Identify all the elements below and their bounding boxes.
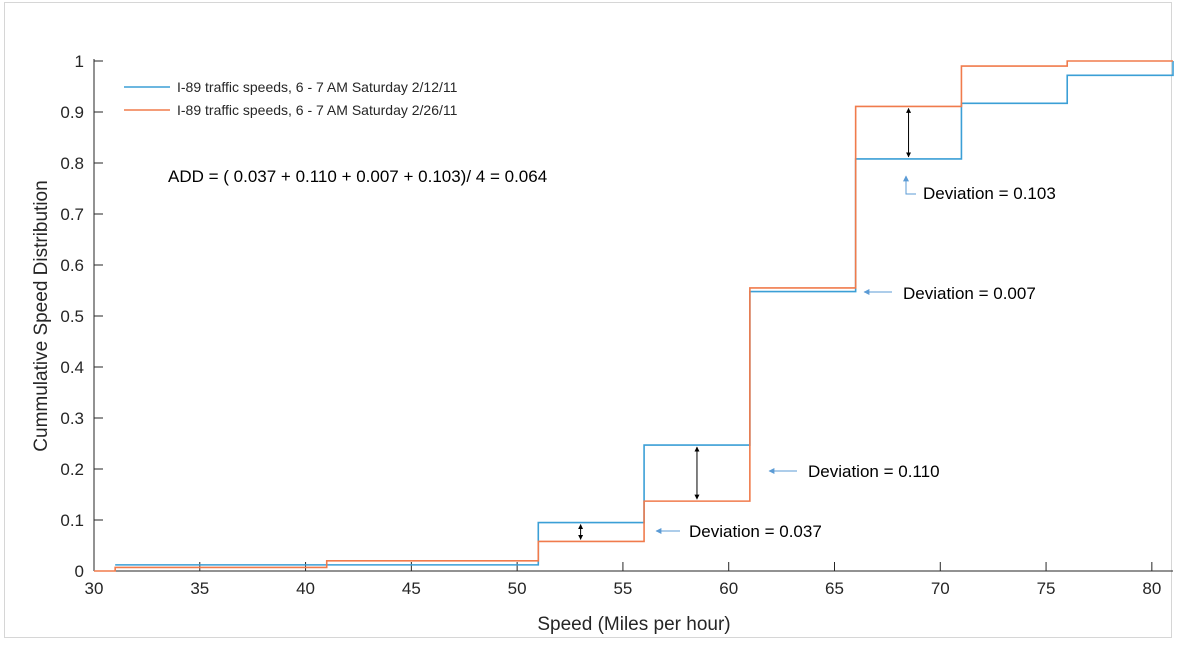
y-tick-label: 0 bbox=[75, 562, 84, 581]
y-axis-title: Cummulative Speed Distribution bbox=[31, 180, 52, 451]
x-tick-label: 60 bbox=[719, 579, 738, 598]
x-tick-label: 70 bbox=[931, 579, 950, 598]
y-tick-label: 0.2 bbox=[60, 460, 84, 479]
x-tick-label: 55 bbox=[613, 579, 632, 598]
add-formula-annotation: ADD = ( 0.037 + 0.110 + 0.007 + 0.103)/ … bbox=[168, 167, 547, 186]
legend: I-89 traffic speeds, 6 - 7 AM Saturday 2… bbox=[124, 79, 458, 118]
x-tick-label: 75 bbox=[1037, 579, 1056, 598]
y-tick-label: 0.7 bbox=[60, 205, 84, 224]
y-tick-label: 0.8 bbox=[60, 154, 84, 173]
y-tick-label: 0.1 bbox=[60, 511, 84, 530]
chart-frame bbox=[4, 2, 1172, 638]
series-line-2 bbox=[94, 60, 1173, 572]
annotations-group bbox=[578, 107, 912, 540]
y-tick-label: 0.3 bbox=[60, 409, 84, 428]
x-tick-label: 65 bbox=[825, 579, 844, 598]
series-line-1 bbox=[115, 61, 1174, 566]
y-tick-label: 1 bbox=[75, 52, 84, 71]
legend-label-series-2: I-89 traffic speeds, 6 - 7 AM Saturday 2… bbox=[177, 102, 458, 118]
deviation-label-0007: Deviation = 0.007 bbox=[903, 284, 1036, 303]
axes: 30 35 40 45 50 55 60 65 70 75 80 0 0.1 0.2 0.3 0.4 0.5 0.… bbox=[60, 52, 1173, 598]
y-tick-label: 0.9 bbox=[60, 103, 84, 122]
x-axis-title: Speed (Miles per hour) bbox=[537, 614, 730, 635]
deviation-label-0103: Deviation = 0.103 bbox=[923, 184, 1056, 203]
series-group bbox=[94, 60, 1174, 572]
pointer-arrow-0103 bbox=[903, 175, 916, 195]
deviation-label-0037: Deviation = 0.037 bbox=[689, 522, 822, 541]
x-tick-label: 30 bbox=[85, 579, 104, 598]
y-tick-label: 0.5 bbox=[60, 307, 84, 326]
y-tick-label: 0.4 bbox=[60, 358, 84, 377]
x-tick-label: 45 bbox=[402, 579, 421, 598]
x-tick-label: 35 bbox=[190, 579, 209, 598]
deviation-label-0110: Deviation = 0.110 bbox=[808, 462, 940, 481]
legend-label-series-1: I-89 traffic speeds, 6 - 7 AM Saturday 2… bbox=[177, 79, 458, 95]
x-tick-label: 80 bbox=[1142, 579, 1161, 598]
x-tick-label: 50 bbox=[508, 579, 527, 598]
y-tick-label: 0.6 bbox=[60, 256, 84, 275]
x-tick-label: 40 bbox=[296, 579, 315, 598]
